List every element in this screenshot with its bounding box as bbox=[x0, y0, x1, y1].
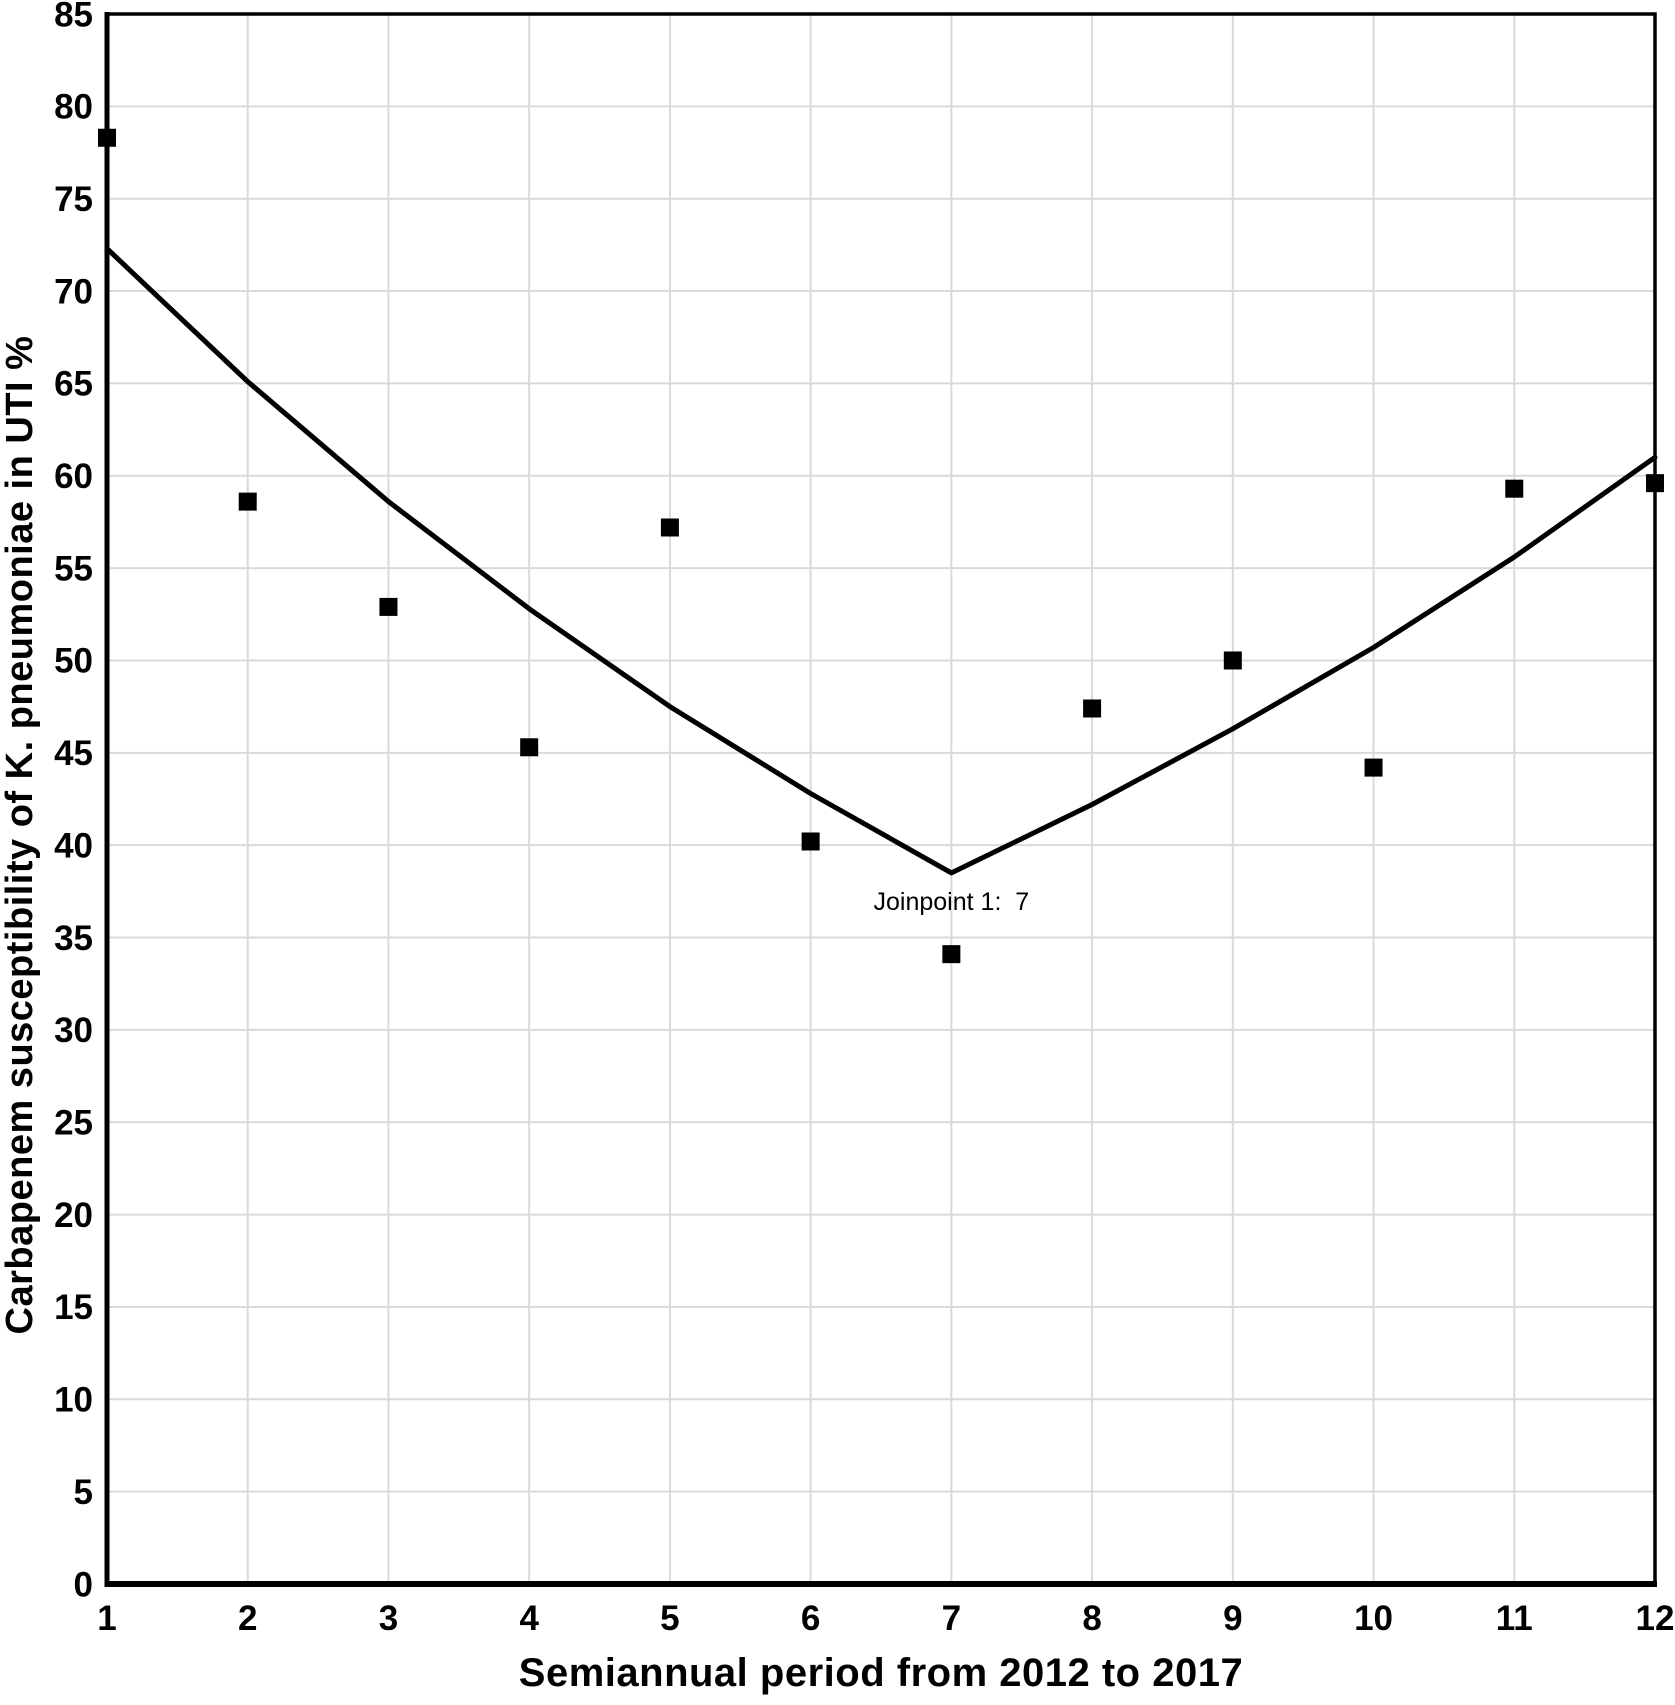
x-tick-label: 10 bbox=[1354, 1599, 1393, 1638]
y-tick-label: 55 bbox=[54, 549, 93, 588]
x-tick-label: 1 bbox=[97, 1599, 116, 1638]
x-tick-label: 6 bbox=[801, 1599, 820, 1638]
data-point bbox=[1505, 479, 1524, 498]
y-tick-label: 70 bbox=[54, 272, 93, 311]
y-tick-label: 30 bbox=[54, 1011, 93, 1050]
data-points bbox=[98, 128, 1664, 964]
y-tick-label: 5 bbox=[74, 1473, 93, 1512]
data-point bbox=[660, 518, 679, 537]
x-tick-label: 4 bbox=[519, 1599, 539, 1638]
y-tick-label: 60 bbox=[54, 457, 93, 496]
joinpoint-annotation: Joinpoint 1: 7 bbox=[874, 888, 1030, 916]
y-tick-label: 80 bbox=[54, 88, 93, 127]
data-point bbox=[801, 832, 820, 851]
y-tick-label: 10 bbox=[54, 1381, 93, 1420]
x-tick-label: 2 bbox=[238, 1599, 257, 1638]
y-tick-label: 45 bbox=[54, 734, 93, 773]
y-axis-title: Carbapenem susceptibility of K. pneumoni… bbox=[0, 336, 41, 1335]
y-tick-label: 0 bbox=[74, 1565, 93, 1604]
data-point bbox=[98, 128, 116, 147]
y-tick-label: 15 bbox=[54, 1288, 93, 1327]
x-tick-label: 3 bbox=[379, 1599, 398, 1638]
data-point bbox=[942, 945, 961, 964]
y-axis-tick-labels: 0 5 10 15 20 25 30 35 40 45 50 55 60 65 70 75 80 85 bbox=[54, 0, 93, 1604]
data-point bbox=[379, 597, 398, 616]
x-tick-label: 8 bbox=[1082, 1599, 1101, 1638]
x-tick-label: 5 bbox=[660, 1599, 679, 1638]
x-tick-label: 9 bbox=[1223, 1599, 1242, 1638]
y-tick-label: 25 bbox=[54, 1103, 93, 1142]
x-axis-tick-labels: 1 2 3 4 5 6 7 8 9 10 11 12 bbox=[97, 1599, 1674, 1638]
data-point bbox=[238, 492, 257, 511]
y-tick-label: 75 bbox=[54, 180, 93, 219]
data-point bbox=[1364, 758, 1383, 777]
trend-line bbox=[104, 246, 1658, 876]
gridlines bbox=[107, 14, 1655, 1584]
x-tick-label: 11 bbox=[1496, 1599, 1533, 1638]
data-point bbox=[1083, 699, 1102, 718]
data-point bbox=[520, 738, 539, 757]
x-tick-label: 12 bbox=[1636, 1599, 1675, 1638]
data-point bbox=[1223, 651, 1242, 670]
plot-border bbox=[104, 12, 1657, 1587]
y-tick-label: 65 bbox=[54, 365, 93, 404]
x-axis-title: Semiannual period from 2012 to 2017 bbox=[519, 1651, 1243, 1695]
plot-frame bbox=[105, 12, 1657, 1586]
x-tick-label: 7 bbox=[942, 1599, 961, 1638]
y-tick-label: 50 bbox=[54, 642, 93, 681]
y-tick-label: 40 bbox=[54, 826, 93, 865]
y-tick-label: 85 bbox=[54, 0, 93, 34]
y-tick-label: 35 bbox=[54, 919, 93, 958]
y-tick-label: 20 bbox=[54, 1196, 93, 1235]
data-point bbox=[1646, 474, 1664, 493]
